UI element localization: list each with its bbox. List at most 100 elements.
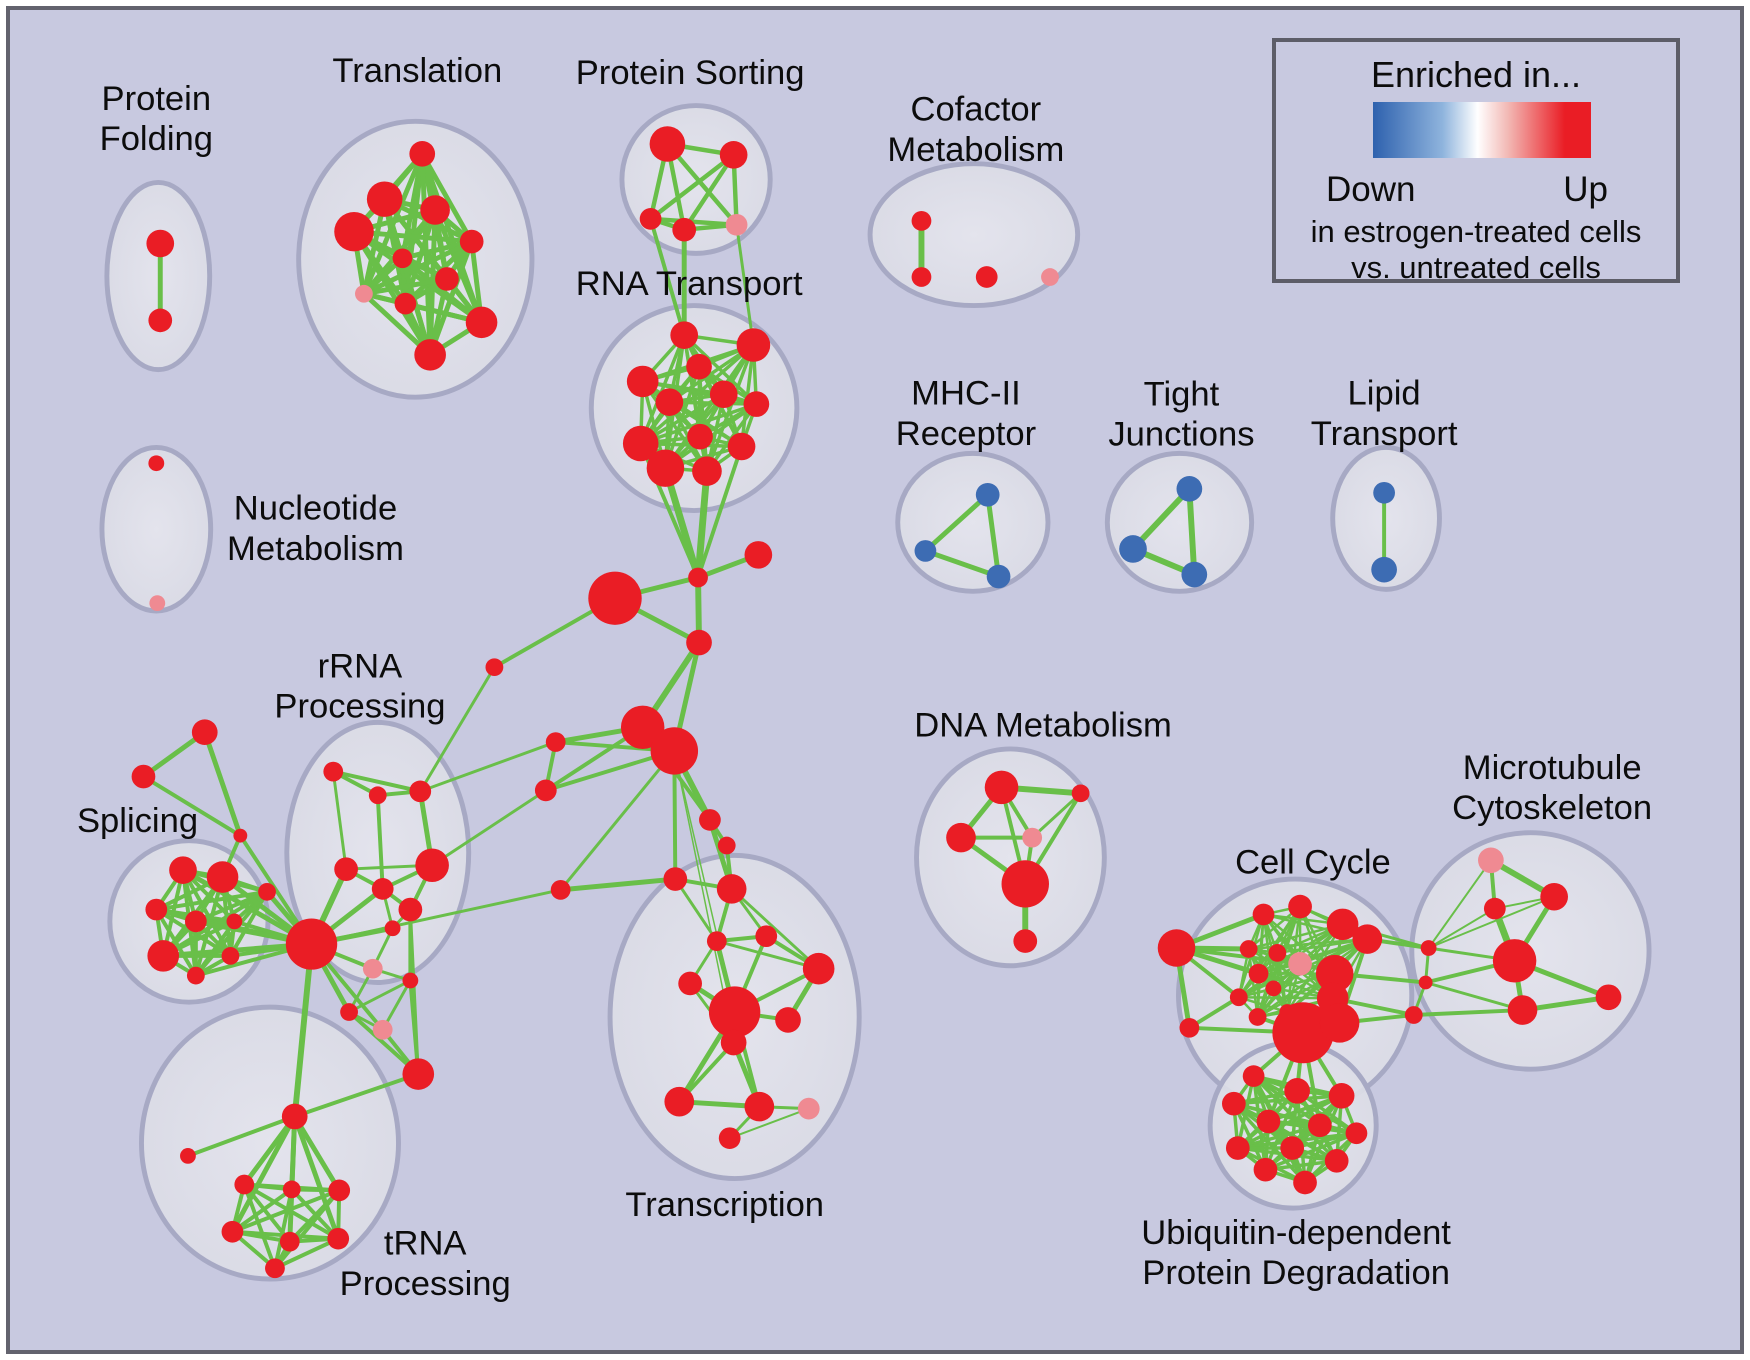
cluster-label-cell-cycle: Cell Cycle <box>1235 843 1391 881</box>
cluster-label-lipid-transport: Transport <box>1311 415 1458 453</box>
edge <box>287 1114 298 1245</box>
gene-set-node-up <box>650 727 699 775</box>
gene-set-node-up <box>717 836 736 855</box>
gene-set-node-up <box>1256 1109 1281 1134</box>
legend-down-label: Down <box>1326 170 1416 209</box>
cluster-label-protein-folding: Folding <box>100 120 213 158</box>
gene-set-node-up <box>1418 975 1433 990</box>
edge <box>272 1188 342 1271</box>
edge <box>418 665 496 793</box>
gene-set-node-up <box>1253 1157 1278 1182</box>
gene-set-node-up <box>663 867 688 891</box>
gene-set-node-up <box>1268 944 1287 962</box>
gene-set-node-up <box>1595 984 1622 1011</box>
gene-set-node-up <box>1265 980 1282 997</box>
edge <box>640 379 709 473</box>
edge <box>696 444 744 580</box>
gene-set-node-up <box>550 880 571 900</box>
gene-set-node-up <box>672 217 697 242</box>
gene-set-node-up <box>1345 1122 1368 1145</box>
gene-set-node-up <box>686 353 712 380</box>
gene-set-node-up <box>646 449 685 487</box>
gene-set-node-up <box>281 1103 308 1130</box>
cluster-label-mhc-ii-receptor: Receptor <box>896 415 1036 453</box>
gene-set-node-up <box>323 761 344 782</box>
gene-set-node-down <box>1181 561 1208 588</box>
gene-set-node-slight-up <box>797 1097 820 1120</box>
gene-set-node-up <box>1239 940 1258 958</box>
edge <box>1030 791 1083 840</box>
edge <box>291 941 315 1120</box>
cluster-label-cofactor-metabolism: Cofactor <box>910 91 1041 129</box>
edge <box>1247 947 1259 1019</box>
gene-set-node-down <box>1373 481 1395 504</box>
gene-set-node-slight-up <box>1288 951 1312 976</box>
edge <box>292 1114 342 1193</box>
gene-set-node-up <box>402 1058 435 1090</box>
gene-set-node-up <box>221 947 240 965</box>
gene-set-node-up <box>639 208 662 230</box>
edge <box>202 729 243 839</box>
edge <box>399 239 475 261</box>
cluster-ellipse-mhc-ii-receptor <box>895 450 1051 594</box>
gene-set-node-up <box>402 972 419 989</box>
edge <box>1247 923 1344 951</box>
gene-set-node-up <box>1288 894 1312 919</box>
cluster-label-rrna-processing: Processing <box>274 688 445 726</box>
gene-set-node-up <box>1248 963 1269 984</box>
edge <box>272 1236 341 1271</box>
cluster-label-protein-sorting: Protein Sorting <box>576 54 805 92</box>
gene-set-node-up <box>649 126 686 162</box>
gene-set-node-up <box>626 365 659 398</box>
gene-set-node-up <box>384 920 401 937</box>
gene-set-node-down <box>975 482 1000 507</box>
cluster-ellipse-trna-processing <box>139 1004 401 1282</box>
gene-set-node-up <box>265 1258 285 1279</box>
edge <box>1276 937 1369 955</box>
gene-set-node-up <box>465 306 498 339</box>
cluster-label-cofactor-metabolism: Metabolism <box>887 131 1064 169</box>
gene-set-node-up <box>545 732 566 752</box>
cluster-label-splicing: Splicing <box>77 802 198 840</box>
gene-set-node-up <box>686 629 712 656</box>
gene-set-node-up <box>1252 903 1275 926</box>
edge <box>985 492 1002 580</box>
cluster-label-microtubule-cytoskeleton: Microtubule <box>1463 749 1642 787</box>
gene-set-node-up <box>670 321 699 349</box>
gene-set-node-up <box>655 388 684 416</box>
gene-set-node-up <box>180 1148 196 1164</box>
gene-set-node-up <box>775 1007 801 1033</box>
gene-set-node-up <box>485 658 504 677</box>
gene-set-node-up <box>368 786 387 805</box>
edge <box>408 908 420 1076</box>
gene-set-node-up <box>719 141 748 169</box>
gene-set-node-up <box>736 328 771 362</box>
gene-set-node-up <box>744 1091 775 1122</box>
edge <box>559 749 676 892</box>
cluster-label-dna-metabolism: DNA Metabolism <box>914 706 1172 744</box>
gene-set-node-up <box>716 874 747 904</box>
gene-set-node-slight-up <box>725 213 748 236</box>
gene-set-node-up <box>414 339 446 371</box>
edge <box>682 333 759 406</box>
edge <box>715 939 821 971</box>
gene-set-node-up <box>692 456 722 486</box>
edge <box>331 770 348 871</box>
edge <box>1427 907 1496 949</box>
gene-set-node-up <box>1284 1078 1310 1104</box>
edge <box>418 740 558 793</box>
edge <box>292 1114 341 1242</box>
gene-set-node-up <box>1179 1017 1200 1038</box>
edge <box>230 1187 294 1234</box>
gene-set-node-down <box>914 540 937 562</box>
edge <box>558 876 678 893</box>
edge <box>735 223 755 347</box>
gene-set-node-up <box>459 229 484 254</box>
edge <box>185 1114 297 1158</box>
gene-set-node-up <box>1483 897 1506 920</box>
edge <box>1236 1123 1322 1150</box>
gene-set-node-up <box>1328 1082 1355 1109</box>
cluster-label-protein-folding: Protein <box>102 80 212 118</box>
gene-set-node-up <box>184 910 207 933</box>
figure-frame: Protein Folding Translation Protein Sorting… <box>6 6 1744 1354</box>
